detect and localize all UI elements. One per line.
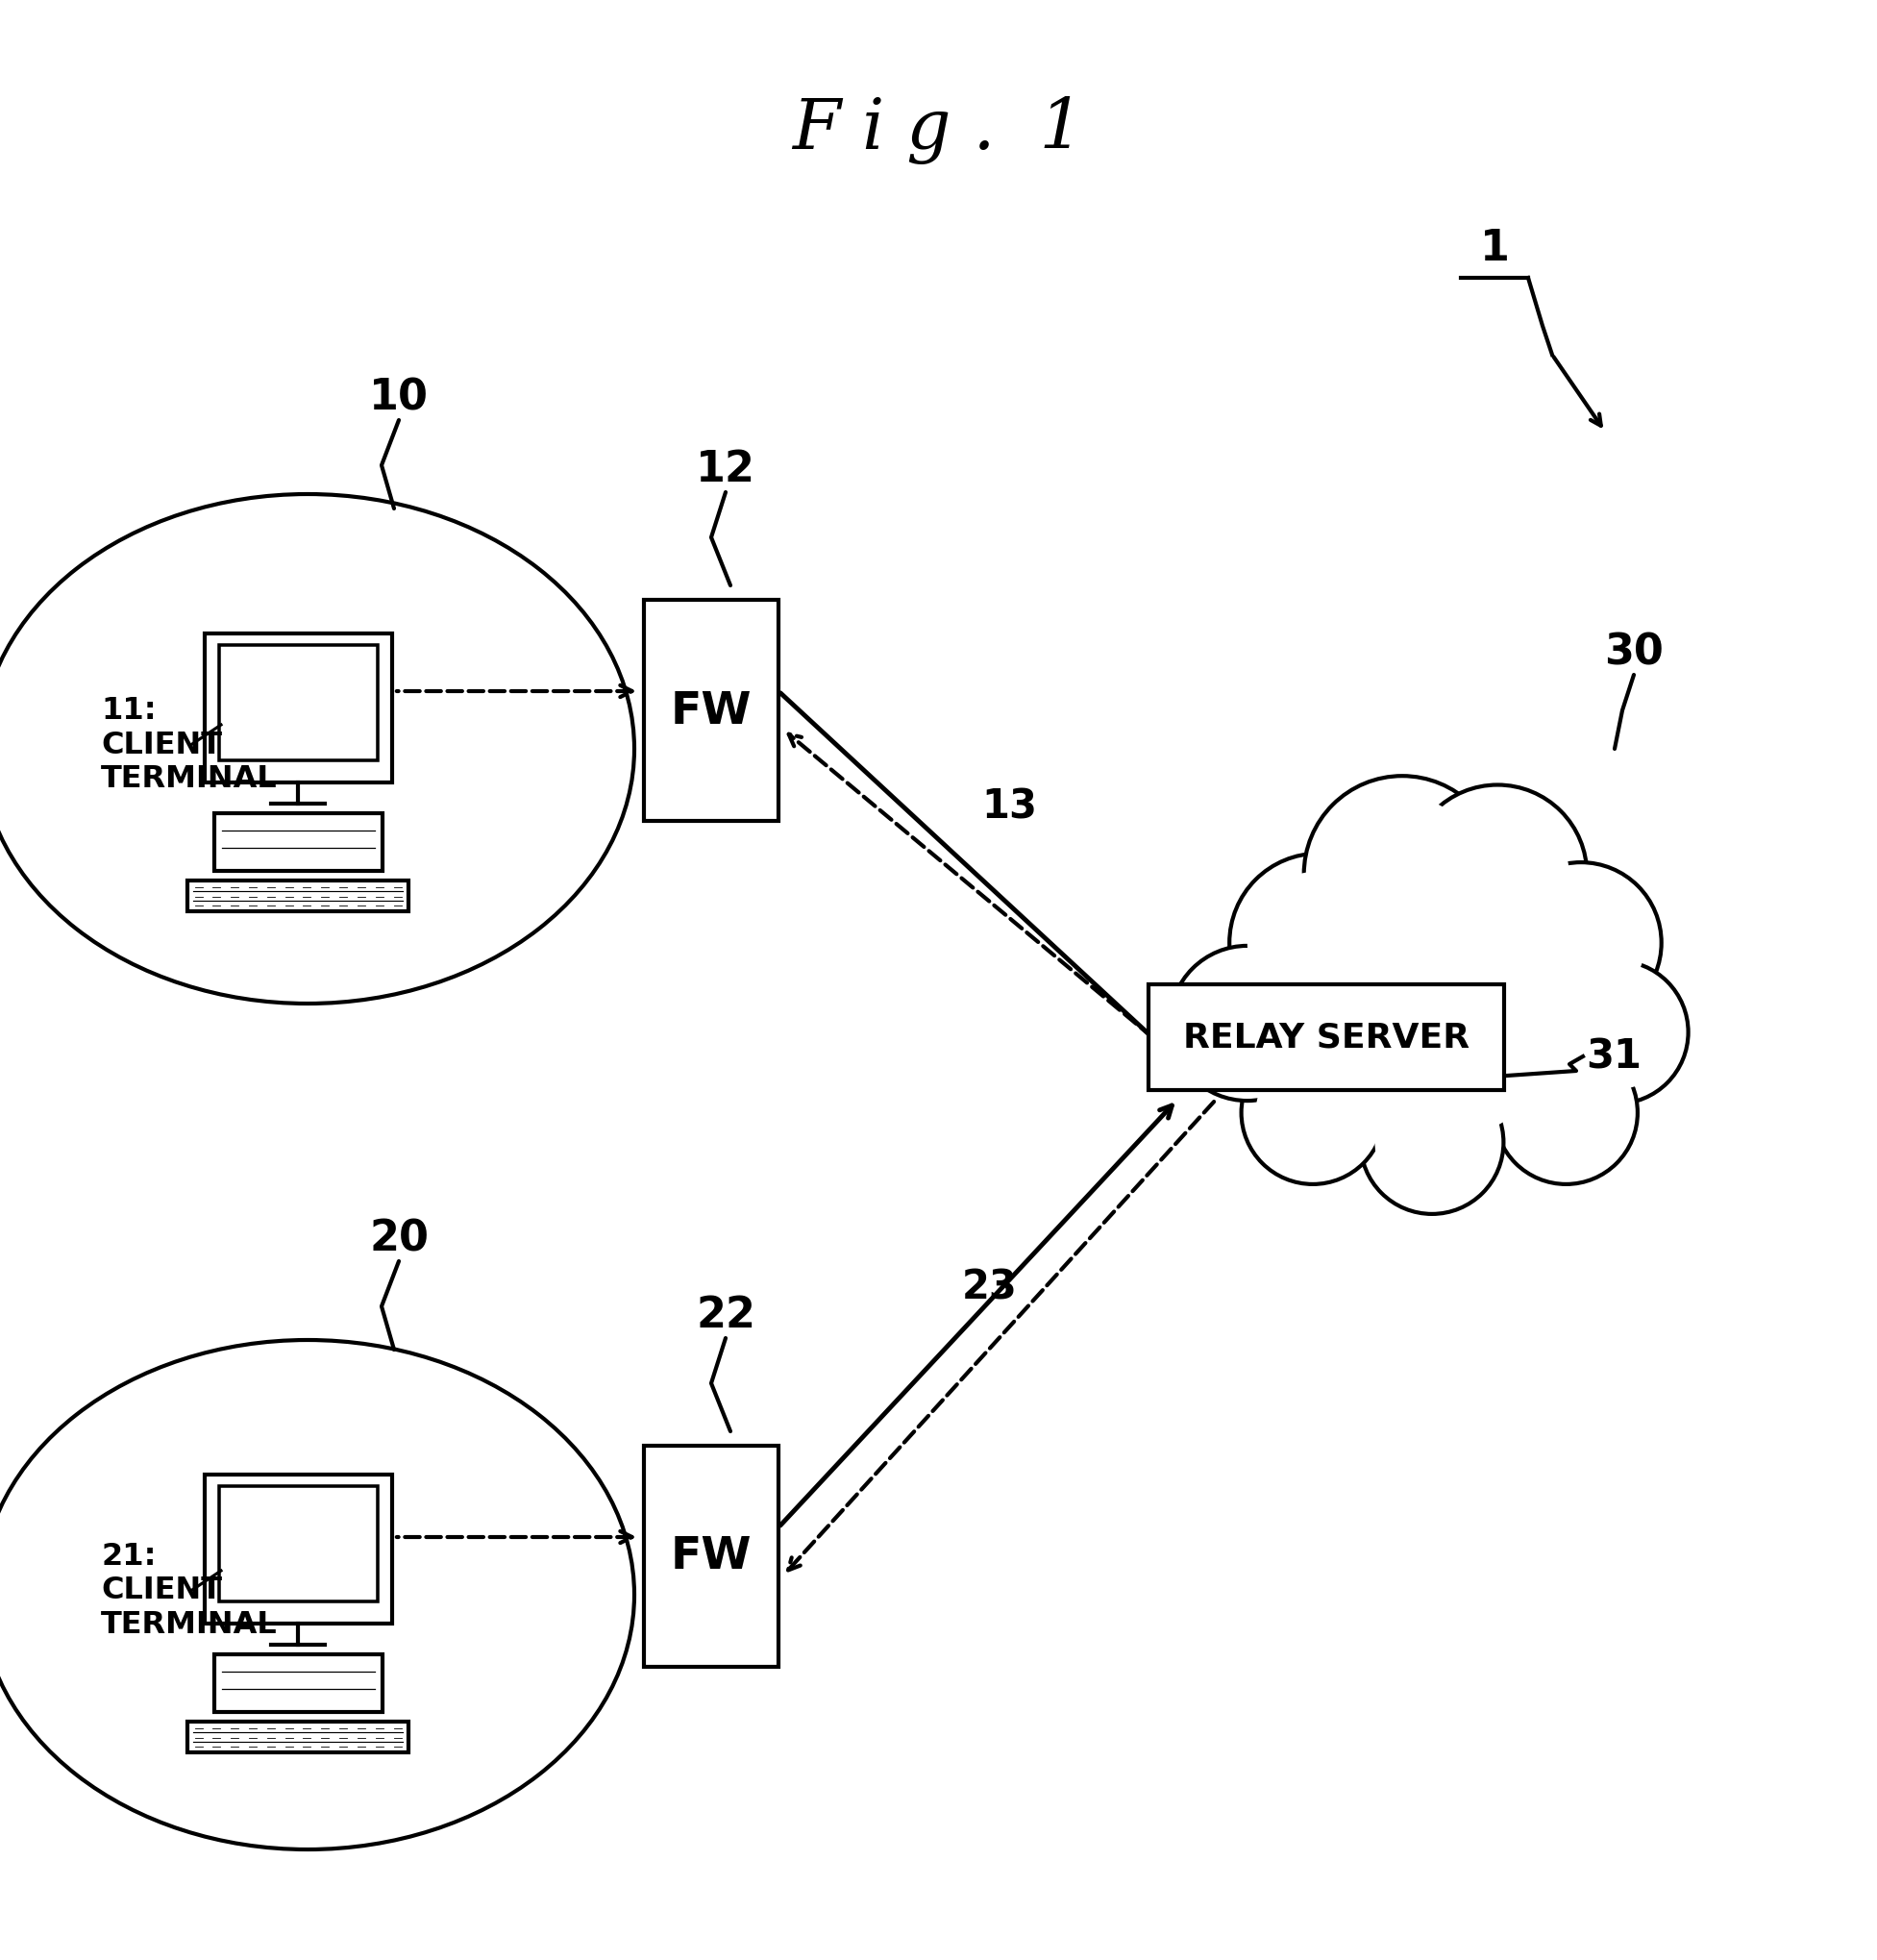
Circle shape (1500, 862, 1661, 1023)
FancyBboxPatch shape (214, 813, 383, 872)
FancyBboxPatch shape (644, 600, 779, 821)
Circle shape (1323, 796, 1481, 953)
Circle shape (1374, 1086, 1488, 1200)
Circle shape (1494, 1041, 1637, 1184)
Text: 31: 31 (1586, 1037, 1642, 1078)
Circle shape (1517, 878, 1646, 1007)
FancyBboxPatch shape (205, 1474, 392, 1623)
Text: 13: 13 (982, 786, 1036, 827)
Circle shape (1299, 874, 1565, 1143)
Circle shape (1256, 1056, 1370, 1170)
Text: 1: 1 (1479, 227, 1509, 269)
Text: 23: 23 (963, 1268, 1017, 1307)
Circle shape (1186, 962, 1310, 1086)
Text: FW: FW (670, 1535, 753, 1578)
Text: 21:
CLIENT
TERMINAL: 21: CLIENT TERMINAL (101, 1541, 278, 1639)
FancyBboxPatch shape (1149, 984, 1503, 1090)
Text: 11:
CLIENT
TERMINAL: 11: CLIENT TERMINAL (101, 696, 278, 794)
Circle shape (1361, 1072, 1503, 1215)
FancyBboxPatch shape (214, 1654, 383, 1713)
Circle shape (1169, 947, 1325, 1102)
Circle shape (1305, 776, 1500, 972)
Circle shape (1248, 872, 1391, 1015)
Circle shape (1509, 1056, 1624, 1170)
FancyBboxPatch shape (188, 1721, 409, 1752)
Text: 22: 22 (696, 1294, 755, 1335)
Circle shape (1408, 786, 1586, 964)
Text: RELAY SERVER: RELAY SERVER (1183, 1021, 1470, 1054)
FancyBboxPatch shape (188, 882, 409, 911)
Text: 10: 10 (370, 376, 428, 417)
Text: 20: 20 (370, 1217, 428, 1258)
Text: F i g .  1: F i g . 1 (792, 96, 1083, 165)
FancyBboxPatch shape (205, 635, 392, 784)
Text: 30: 30 (1605, 631, 1663, 672)
Circle shape (1241, 1041, 1385, 1184)
Circle shape (1427, 804, 1569, 947)
Circle shape (1545, 960, 1687, 1103)
Text: FW: FW (670, 690, 753, 733)
Circle shape (1560, 976, 1674, 1090)
Text: 12: 12 (696, 449, 755, 490)
Circle shape (1229, 855, 1408, 1033)
FancyBboxPatch shape (644, 1446, 779, 1666)
